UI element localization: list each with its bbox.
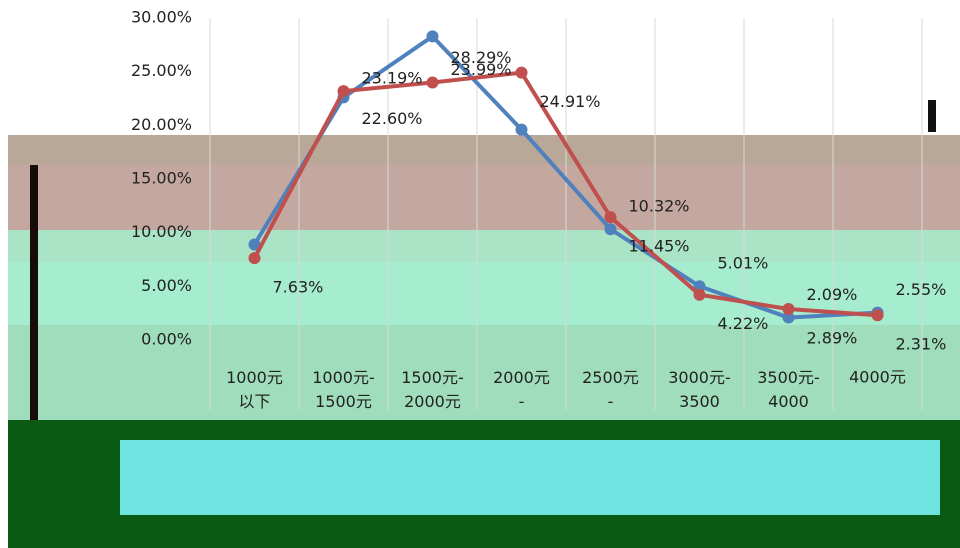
data-label: 7.63% [273, 278, 324, 297]
data-point [248, 252, 261, 265]
x-tick-label: 1500元-2000元 [401, 368, 464, 411]
series-line [252, 70, 878, 318]
data-label: 5.01% [718, 254, 769, 273]
x-tick-label: 4000元 [849, 368, 906, 387]
y-tick-label: 25.00% [131, 61, 192, 80]
noise-band [8, 165, 960, 230]
noise-band [8, 262, 960, 325]
data-point [248, 238, 261, 251]
noise-bar [928, 100, 936, 132]
y-tick-label: 15.00% [131, 169, 192, 188]
data-label: 11.45% [629, 237, 690, 256]
x-tick-label: 1000元以下 [226, 368, 283, 411]
y-tick-label: 10.00% [131, 222, 192, 241]
data-point [604, 223, 617, 236]
data-label: 23.99% [451, 60, 512, 79]
noise-band [8, 325, 960, 420]
y-tick-label: 0.00% [141, 330, 192, 349]
data-point [426, 76, 439, 89]
x-tick-label: 1000元-1500元 [312, 368, 375, 411]
y-tick-label: 5.00% [141, 276, 192, 295]
data-point [515, 123, 528, 136]
data-label: 22.60% [362, 109, 423, 128]
data-label: 2.55% [896, 280, 947, 299]
y-tick-label: 30.00% [131, 8, 192, 27]
data-point [426, 30, 439, 43]
data-label: 4.22% [718, 314, 769, 333]
data-label: 24.91% [540, 92, 601, 111]
noise-band [120, 440, 940, 515]
x-tick-label: 3000元-3500 [668, 368, 731, 411]
noise-band [8, 230, 960, 262]
data-point [693, 280, 706, 293]
data-label: 2.31% [896, 335, 947, 354]
noise-bar [30, 165, 38, 420]
data-point [782, 311, 795, 324]
y-tick-label: 20.00% [131, 115, 192, 134]
data-point [871, 309, 884, 322]
x-tick-label: 2500元- [582, 368, 639, 411]
data-point [604, 211, 617, 224]
data-label: 10.32% [629, 197, 690, 216]
series-line [252, 33, 878, 320]
data-label: 2.89% [807, 328, 858, 347]
data-point [515, 66, 528, 79]
data-point [337, 85, 350, 98]
data-label: 23.19% [362, 69, 423, 88]
x-tick-label: 2000元- [493, 368, 550, 411]
data-point [782, 302, 795, 315]
data-label: 2.09% [807, 285, 858, 304]
noise-band [8, 135, 960, 165]
data-label: 28.29% [451, 48, 512, 67]
data-point [693, 288, 706, 301]
x-tick-label: 3500元-4000 [757, 368, 820, 411]
